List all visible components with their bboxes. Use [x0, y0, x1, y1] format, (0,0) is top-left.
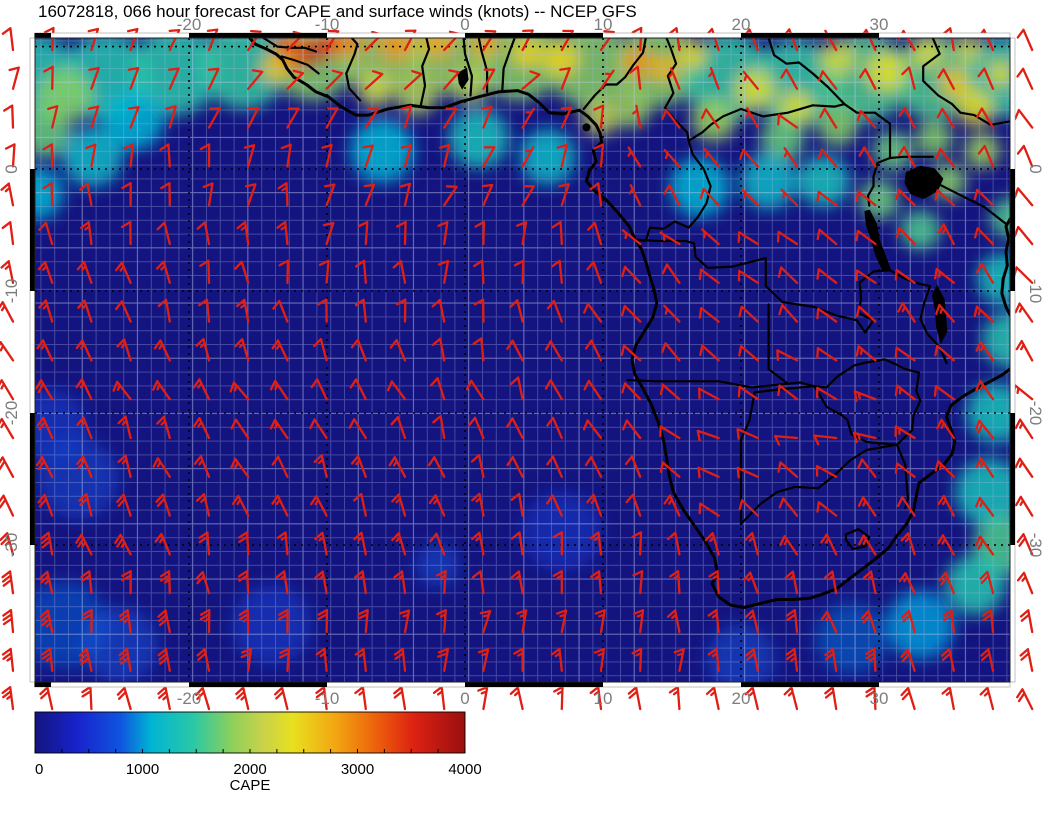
coastline-layer [248, 38, 1010, 609]
lon-tick-label-top: -20 [177, 15, 202, 34]
lon-tick-label-bottom: 10 [594, 689, 613, 708]
colorbar-gradient [34, 711, 466, 754]
colorbar-tick-label: 2000 [233, 761, 266, 778]
lon-tick-label-bottom: 0 [460, 689, 469, 708]
colorbar-tick-label: 0 [35, 761, 43, 778]
lat-tick-label-left: -10 [2, 279, 21, 304]
lon-tick-label-bottom: -10 [315, 689, 340, 708]
lat-tick-label-left: 0 [2, 164, 21, 173]
lat-tick-label-right: -20 [1026, 401, 1045, 426]
wind-barbs-layer [0, 26, 1034, 711]
lon-tick-label-top: 10 [594, 15, 613, 34]
colorbar: 0 1000 2000 3000 4000 CAPE [34, 711, 482, 794]
colorbar-tick-label: 4000 [448, 761, 481, 778]
lon-tick-label-top: 30 [870, 15, 889, 34]
lat-tick-label-right: -30 [1026, 533, 1045, 558]
lat-tick-label-right: -10 [1026, 279, 1045, 304]
colorbar-tick-label: 1000 [126, 761, 159, 778]
lon-tick-label-bottom: 20 [732, 689, 751, 708]
colorbar-tick-label: 3000 [341, 761, 374, 778]
lat-tick-label-left: -30 [2, 533, 21, 558]
lat-tick-label-left: -20 [2, 401, 21, 426]
map-frame [29, 32, 1016, 688]
axis-tick-labels: -20 -20 -10 -10 0 0 10 10 20 20 30 30 0 0 -10 -10 -20 -20… [2, 15, 1045, 708]
graticule-layer [35, 38, 1010, 682]
lon-tick-label-top: 0 [460, 15, 469, 34]
lon-tick-label-top: -10 [315, 15, 340, 34]
lat-tick-label-right: 0 [1026, 164, 1045, 173]
lon-tick-label-bottom: 30 [870, 689, 889, 708]
colorbar-title: CAPE [230, 777, 271, 794]
lon-tick-label-bottom: -20 [177, 689, 202, 708]
lon-tick-label-top: 20 [732, 15, 751, 34]
plot-title: 16072818, 066 hour forecast for CAPE and… [38, 2, 637, 21]
colorbar-ticks: 0 1000 2000 3000 4000 [34, 749, 482, 778]
